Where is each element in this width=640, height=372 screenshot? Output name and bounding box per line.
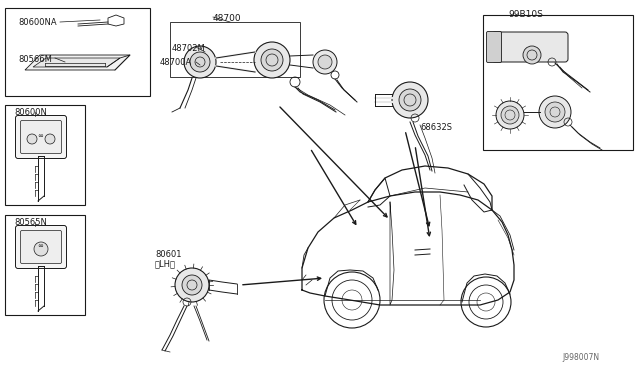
Text: 80600N: 80600N <box>14 108 47 117</box>
FancyBboxPatch shape <box>492 32 568 62</box>
Text: 80566M: 80566M <box>18 55 52 64</box>
Polygon shape <box>33 58 120 67</box>
Circle shape <box>45 134 55 144</box>
Circle shape <box>254 42 290 78</box>
Circle shape <box>182 275 202 295</box>
Circle shape <box>261 49 283 71</box>
Text: 80600NA: 80600NA <box>18 18 56 27</box>
Text: ∞: ∞ <box>37 133 43 139</box>
Circle shape <box>175 268 209 302</box>
Bar <box>170 22 300 77</box>
Text: 48700: 48700 <box>213 14 242 23</box>
Text: 80601: 80601 <box>155 250 182 259</box>
Bar <box>5 8 150 96</box>
Circle shape <box>501 106 519 124</box>
Bar <box>5 105 85 205</box>
Polygon shape <box>25 55 130 70</box>
Circle shape <box>545 102 565 122</box>
Text: 80565N: 80565N <box>14 218 47 227</box>
FancyBboxPatch shape <box>15 225 67 269</box>
Text: 99B10S: 99B10S <box>508 10 543 19</box>
FancyBboxPatch shape <box>20 231 61 263</box>
Circle shape <box>313 50 337 74</box>
Circle shape <box>496 101 524 129</box>
Circle shape <box>399 89 421 111</box>
Text: ＜LH＞: ＜LH＞ <box>155 259 176 268</box>
Text: 48702M: 48702M <box>172 44 205 53</box>
Circle shape <box>539 96 571 128</box>
Text: J998007N: J998007N <box>563 353 600 362</box>
Circle shape <box>523 46 541 64</box>
Circle shape <box>190 52 210 72</box>
Circle shape <box>392 82 428 118</box>
FancyBboxPatch shape <box>20 121 61 154</box>
Circle shape <box>318 55 332 69</box>
Circle shape <box>34 242 48 256</box>
Circle shape <box>27 134 37 144</box>
Bar <box>483 15 633 150</box>
Bar <box>5 215 85 315</box>
FancyBboxPatch shape <box>486 32 502 62</box>
Text: 48700A: 48700A <box>160 58 192 67</box>
Circle shape <box>184 46 216 78</box>
FancyBboxPatch shape <box>15 115 67 158</box>
Text: ∞: ∞ <box>37 243 43 249</box>
Text: 68632S: 68632S <box>420 123 452 132</box>
